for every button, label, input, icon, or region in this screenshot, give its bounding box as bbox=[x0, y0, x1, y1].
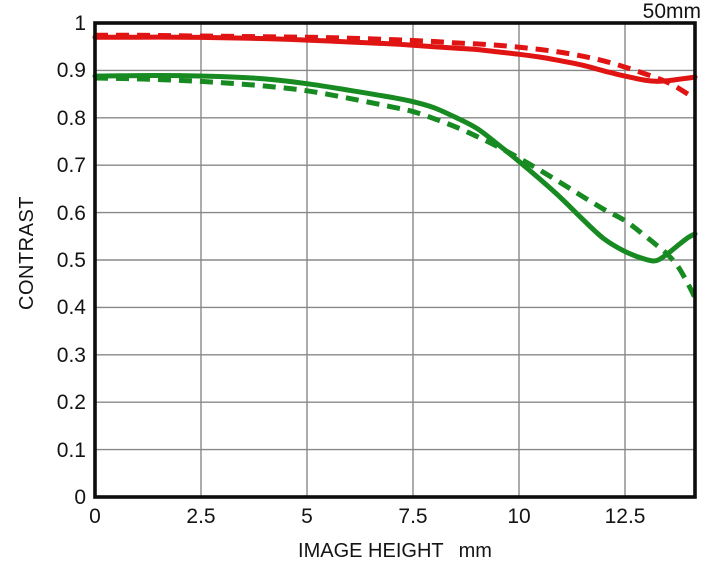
x-tick-label: 0 bbox=[89, 505, 101, 528]
x-axis-unit: mm bbox=[458, 540, 492, 562]
y-tick-label: 0 bbox=[74, 486, 86, 509]
y-tick-label: 0.7 bbox=[56, 154, 86, 178]
chart-frame bbox=[93, 21, 697, 499]
curve-red-dashed bbox=[94, 32, 697, 101]
y-tick-label: 0.4 bbox=[56, 296, 86, 320]
x-tick-label: 10 bbox=[507, 505, 531, 528]
y-tick-label: 0.1 bbox=[56, 438, 86, 462]
y-tick-label: 1 bbox=[74, 12, 86, 35]
y-tick-label: 0.3 bbox=[56, 343, 86, 367]
x-tick-label: 5 bbox=[301, 505, 313, 528]
y-tick-label: 0.6 bbox=[56, 201, 86, 225]
curve-green-dashed bbox=[94, 75, 698, 300]
x-axis-label-text: IMAGE HEIGHT bbox=[298, 540, 444, 562]
chart-title: 50mm bbox=[642, 0, 701, 23]
curve-green-solid bbox=[92, 73, 698, 264]
y-tick-label: 0.2 bbox=[56, 391, 86, 415]
y-tick-label: 0.8 bbox=[56, 106, 86, 130]
x-tick-label: 2.5 bbox=[186, 505, 216, 528]
grid-lines bbox=[95, 23, 695, 497]
x-axis-label: IMAGE HEIGHT mm bbox=[298, 541, 492, 561]
y-tick-label: 0.5 bbox=[56, 249, 86, 272]
x-tick-label: 7.5 bbox=[398, 505, 428, 528]
y-tick-label: 0.9 bbox=[56, 59, 86, 83]
x-tick-label: 12.5 bbox=[604, 505, 646, 528]
